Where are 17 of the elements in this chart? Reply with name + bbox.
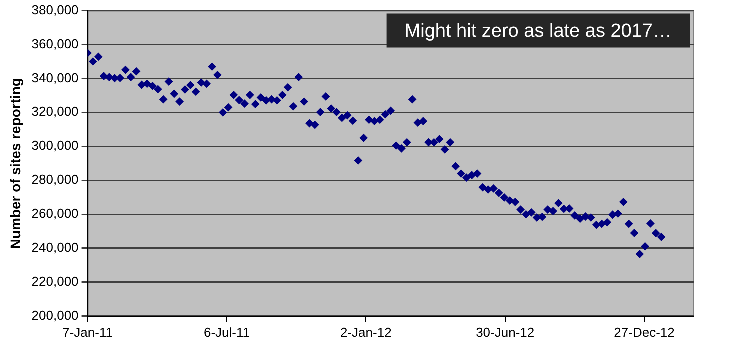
y-axis-title: Number of sites reporting xyxy=(7,78,24,250)
y-tick-label: 360,000 xyxy=(32,36,79,52)
y-tick-label: 280,000 xyxy=(32,172,79,188)
x-tick-label: 27-Dec-12 xyxy=(614,324,675,340)
y-tick-label: 300,000 xyxy=(32,138,79,154)
y-tick-label: 380,000 xyxy=(32,2,79,18)
y-tick-label: 220,000 xyxy=(32,274,79,290)
x-tick-label: 6-Jul-11 xyxy=(204,324,250,340)
y-tick-label: 320,000 xyxy=(32,104,79,120)
y-tick-label: 340,000 xyxy=(32,70,79,86)
x-tick-label: 2-Jan-12 xyxy=(340,324,392,340)
x-tick-label: 7-Jan-11 xyxy=(62,324,113,340)
y-tick-label: 200,000 xyxy=(32,308,79,323)
annotation: Might hit zero as late as 2017… xyxy=(404,21,672,42)
x-tick-label: 30-Jun-12 xyxy=(476,324,535,340)
y-tick-label: 240,000 xyxy=(32,240,79,256)
y-tick-label: 260,000 xyxy=(32,206,79,222)
